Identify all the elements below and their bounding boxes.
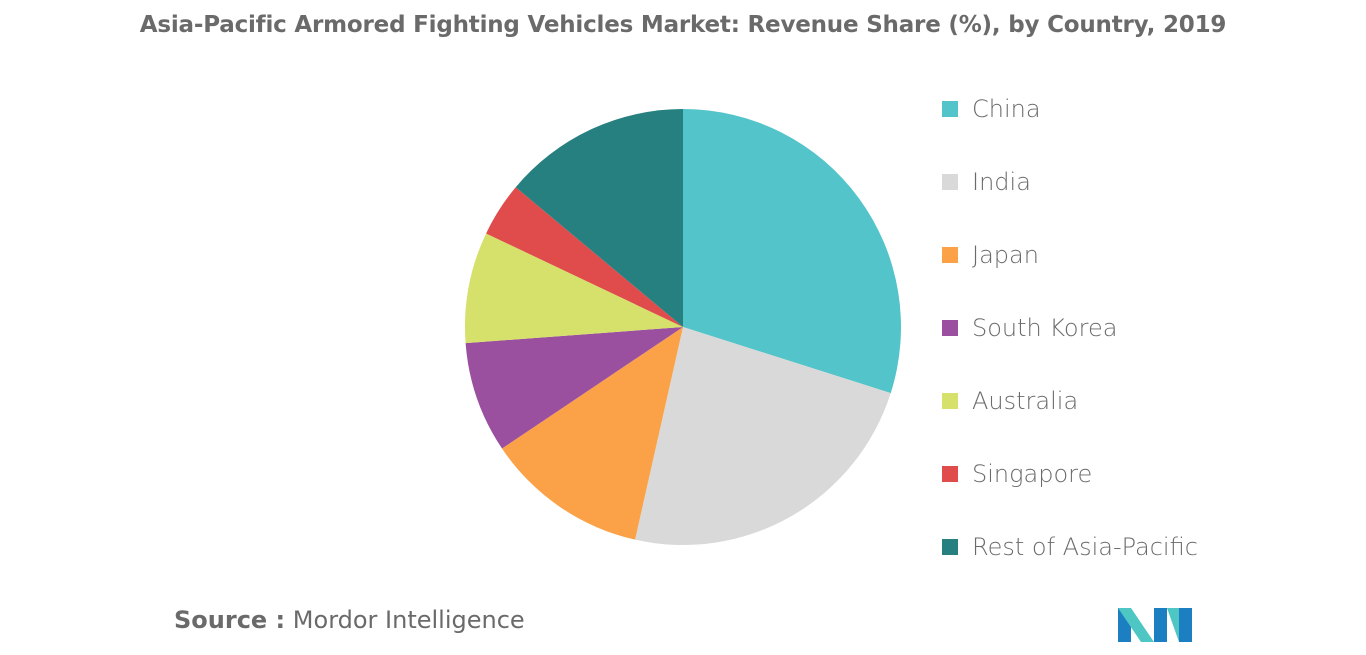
source-value: Mordor Intelligence xyxy=(292,606,525,634)
legend-label: India xyxy=(972,168,1031,196)
chart-title: Asia-Pacific Armored Fighting Vehicles M… xyxy=(139,12,1227,38)
legend-swatch xyxy=(942,393,958,409)
legend-item-rest-of-asia-pacific: Rest of Asia-Pacific xyxy=(942,527,1198,600)
legend-label: Australia xyxy=(972,387,1079,415)
legend-swatch xyxy=(942,320,958,336)
legend-label: South Korea xyxy=(972,314,1118,342)
pie-slice-singapore xyxy=(486,187,683,327)
pie-slice-south-korea xyxy=(465,327,683,449)
source-label: Source : xyxy=(174,606,286,634)
legend-swatch xyxy=(942,466,958,482)
legend-swatch xyxy=(942,174,958,190)
pie-slice-australia xyxy=(465,233,683,344)
pie-slice-china xyxy=(683,109,901,394)
legend-item-japan: Japan xyxy=(942,235,1198,308)
logo-middle-leg xyxy=(1154,608,1167,642)
legend-item-singapore: Singapore xyxy=(942,454,1198,527)
legend-label: Japan xyxy=(972,241,1039,269)
legend: China India Japan South Korea Australia Singa… xyxy=(942,89,1198,600)
legend-item-india: India xyxy=(942,162,1198,235)
source-note: Source : Mordor Intelligence xyxy=(174,606,525,634)
pie-slice-japan xyxy=(502,327,683,540)
legend-label: China xyxy=(972,95,1041,123)
pie-slices xyxy=(465,109,901,545)
legend-swatch xyxy=(942,101,958,117)
legend-label: Rest of Asia-Pacific xyxy=(972,533,1198,561)
pie-slice-india xyxy=(635,327,891,545)
legend-swatch xyxy=(942,539,958,555)
legend-item-south-korea: South Korea xyxy=(942,308,1198,381)
mordor-intelligence-logo-icon xyxy=(1118,608,1192,642)
legend-item-australia: Australia xyxy=(942,381,1198,454)
pie-slice-rest-of-asia-pacific xyxy=(515,109,683,327)
legend-label: Singapore xyxy=(972,460,1093,488)
logo-left-diagonal xyxy=(1118,608,1154,642)
legend-item-china: China xyxy=(942,89,1198,162)
legend-swatch xyxy=(942,247,958,263)
logo-right-leg xyxy=(1179,608,1192,642)
